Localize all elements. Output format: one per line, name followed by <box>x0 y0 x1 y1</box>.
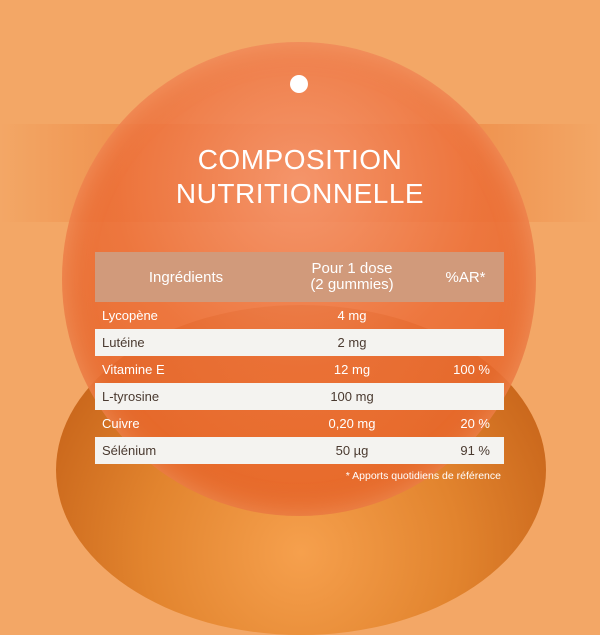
header-dose-line-2: (2 gummies) <box>310 276 394 293</box>
row-dose: 100 mg <box>330 389 374 404</box>
footnote: * Apports quotidiens de référence <box>345 470 501 482</box>
hanger-hole <box>290 75 308 93</box>
row-ingredient: L-tyrosine <box>102 389 160 404</box>
table-header: Ingrédients Pour 1 dose (2 gummies) %AR* <box>95 252 504 302</box>
title-line-2: NUTRITIONNELLE <box>175 178 425 209</box>
row-ingredient: Lutéine <box>102 335 145 350</box>
row-ingredient: Sélénium <box>102 443 157 458</box>
table-row: L-tyrosine 100 mg <box>95 383 504 410</box>
table-row: Lycopène 4 mg <box>95 302 504 329</box>
row-ingredient: Vitamine E <box>102 362 165 377</box>
row-dose: 4 mg <box>337 308 367 323</box>
row-ingredient: Cuivre <box>102 416 140 431</box>
table-row: Sélénium 50 µg 91 % <box>95 437 504 464</box>
row-dose: 2 mg <box>337 335 367 350</box>
row-ar: 91 % <box>460 443 490 458</box>
title-line-1: COMPOSITION <box>197 144 403 175</box>
header-ar: %AR* <box>445 268 486 286</box>
row-dose: 12 mg <box>333 362 371 377</box>
row-dose: 0,20 mg <box>328 416 376 431</box>
nutrition-table: Ingrédients Pour 1 dose (2 gummies) %AR*… <box>95 252 504 464</box>
table-row: Vitamine E 12 mg 100 % <box>95 356 504 383</box>
header-dose-line-1: Pour 1 dose <box>311 260 393 277</box>
table-row: Cuivre 0,20 mg 20 % <box>95 410 504 437</box>
row-ingredient: Lycopène <box>102 308 158 323</box>
page-title: COMPOSITION NUTRITIONNELLE <box>0 143 600 211</box>
row-ar: 100 % <box>453 362 490 377</box>
table-row: Lutéine 2 mg <box>95 329 504 356</box>
row-dose: 50 µg <box>335 443 369 458</box>
header-ingredients: Ingrédients <box>148 268 224 286</box>
row-ar: 20 % <box>460 416 490 431</box>
header-dose: Pour 1 dose (2 gummies) <box>277 261 427 293</box>
